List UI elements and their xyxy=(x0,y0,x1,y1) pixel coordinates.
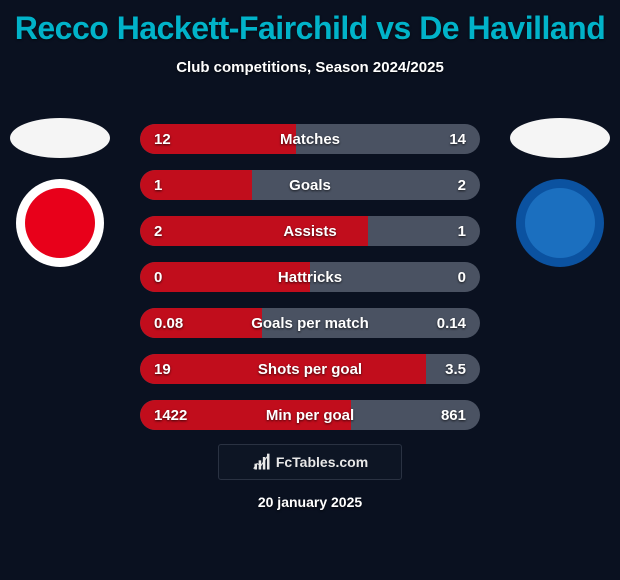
stat-row: 12 Matches 14 xyxy=(140,124,480,154)
club-crest-right xyxy=(516,179,604,267)
stat-label: Min per goal xyxy=(266,407,354,424)
stat-label: Goals per match xyxy=(251,315,369,332)
stat-row: 0 Hattricks 0 xyxy=(140,262,480,292)
stat-row: 1422 Min per goal 861 xyxy=(140,400,480,430)
stat-value-right: 0 xyxy=(444,262,480,292)
club-badge-right xyxy=(510,170,610,275)
stat-label: Goals xyxy=(289,177,331,194)
brand-text: FcTables.com xyxy=(276,454,368,470)
subtitle: Club competitions, Season 2024/2025 xyxy=(0,59,620,76)
flag-right xyxy=(510,118,610,158)
bar-chart-icon xyxy=(252,452,272,472)
stat-value-right: 0.14 xyxy=(423,308,480,338)
page-title: Recco Hackett-Fairchild vs De Havilland xyxy=(0,0,620,47)
stat-row: 0.08 Goals per match 0.14 xyxy=(140,308,480,338)
flag-left xyxy=(10,118,110,158)
stat-value-left: 1422 xyxy=(140,400,201,430)
stat-value-right: 14 xyxy=(435,124,480,154)
stat-value-left: 19 xyxy=(140,354,185,384)
stat-value-right: 2 xyxy=(444,170,480,200)
brand-link[interactable]: FcTables.com xyxy=(218,444,402,480)
stats-list: 12 Matches 14 1 Goals 2 2 Assists 1 0 Ha… xyxy=(140,124,480,446)
stat-value-left: 2 xyxy=(140,216,176,246)
stat-row: 2 Assists 1 xyxy=(140,216,480,246)
club-crest-left xyxy=(16,179,104,267)
stat-label: Matches xyxy=(280,131,340,148)
stat-row: 1 Goals 2 xyxy=(140,170,480,200)
footer-date: 20 january 2025 xyxy=(0,494,620,510)
stat-value-left: 12 xyxy=(140,124,185,154)
stat-label: Assists xyxy=(283,223,336,240)
stat-value-right: 3.5 xyxy=(431,354,480,384)
stat-label: Shots per goal xyxy=(258,361,362,378)
stat-value-right: 1 xyxy=(444,216,480,246)
stat-label: Hattricks xyxy=(278,269,342,286)
club-badge-left xyxy=(10,170,110,275)
stat-value-left: 1 xyxy=(140,170,176,200)
stat-value-left: 0 xyxy=(140,262,176,292)
stat-row: 19 Shots per goal 3.5 xyxy=(140,354,480,384)
stat-value-right: 861 xyxy=(427,400,480,430)
stat-value-left: 0.08 xyxy=(140,308,197,338)
